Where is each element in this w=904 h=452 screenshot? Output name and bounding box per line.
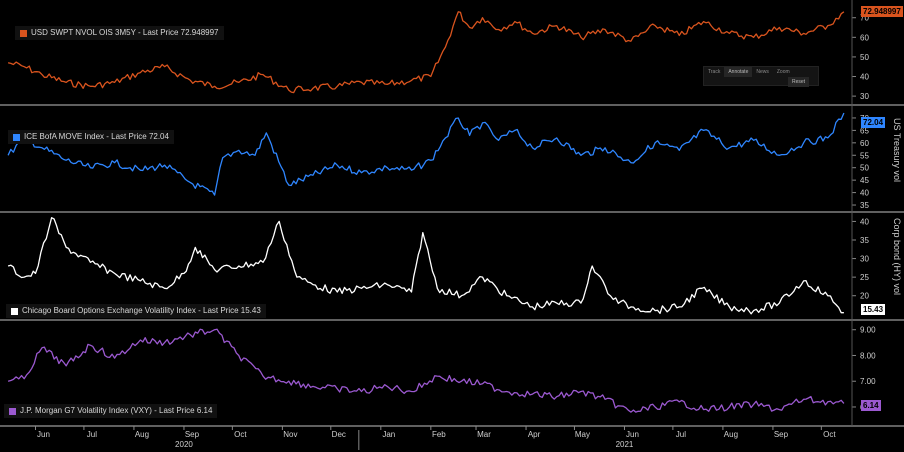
x-tick-label: May — [575, 430, 590, 439]
y-tick-label: 50 — [860, 164, 869, 173]
x-tick-label: Aug — [135, 430, 149, 439]
x-tick-label: Aug — [724, 430, 738, 439]
series-line — [7, 11, 845, 94]
chart-toolbar: Track Annotate News Zoom Reset — [703, 66, 819, 87]
y-tick-label: 20 — [860, 292, 869, 301]
legend-label: Chicago Board Options Exchange Volatilit… — [22, 306, 261, 315]
last-price-box-swaption: 72.948997 — [861, 6, 903, 17]
x-tick-label: Oct — [823, 430, 836, 439]
y-tick-label: 30 — [860, 92, 869, 101]
last-price-box-vix: 15.43 — [861, 304, 886, 315]
y-tick-label: 9.00 — [860, 326, 876, 335]
y-tick-label: 8.00 — [860, 351, 876, 360]
y-tick-label: 60 — [860, 139, 869, 148]
y-tick-label: 40 — [860, 189, 869, 198]
x-tick-label: Feb — [432, 430, 446, 439]
series-line — [7, 217, 844, 315]
y-tick-label: 70 — [860, 14, 869, 23]
toolbar-news-button[interactable]: News — [756, 69, 769, 75]
x-year-label: 2021 — [616, 440, 634, 449]
legend-vix: Chicago Board Options Exchange Volatilit… — [6, 304, 266, 318]
toolbar-reset-button[interactable]: Reset — [788, 77, 810, 87]
legend-label: ICE BofA MOVE Index - Last Price 72.04 — [24, 132, 169, 141]
y-tick-label: 55 — [860, 151, 869, 160]
series-line — [7, 112, 845, 196]
toolbar-zoom-button[interactable]: Zoom — [776, 69, 790, 75]
y-tick-label: 40 — [860, 217, 869, 226]
x-tick-label: Nov — [283, 430, 297, 439]
last-price-box-vxy: 6.14 — [861, 400, 881, 411]
y-tick-label: 45 — [860, 176, 869, 185]
series-line — [7, 328, 845, 413]
y-tick-label: 7.00 — [860, 377, 876, 386]
legend-swaption-vol: USD SWPT NVOL OIS 3M5Y - Last Price 72.9… — [15, 26, 224, 40]
x-tick-label: Jan — [382, 430, 395, 439]
x-tick-label: Oct — [234, 430, 247, 439]
legend-swatch-blue — [13, 133, 20, 141]
legend-swatch-orange — [20, 29, 27, 37]
last-price-box-move: 72.04 — [861, 117, 886, 128]
x-tick-label: Sep — [185, 430, 200, 439]
y-tick-label: 50 — [860, 53, 869, 62]
y-tick-label: 35 — [860, 236, 869, 245]
x-tick-label: Jun — [626, 430, 639, 439]
legend-label: USD SWPT NVOL OIS 3M5Y - Last Price 72.9… — [31, 28, 219, 37]
y-tick-label: 65 — [860, 126, 869, 135]
y-tick-label: 30 — [860, 255, 869, 264]
x-tick-label: Jul — [87, 430, 97, 439]
vertical-label-treasury-vol: US Treasury vol — [892, 118, 902, 183]
legend-move-index: ICE BofA MOVE Index - Last Price 72.04 — [8, 130, 174, 144]
x-year-label: 2020 — [175, 440, 193, 449]
y-tick-label: 60 — [860, 33, 869, 42]
legend-swatch-purple — [9, 407, 16, 415]
y-tick-label: 25 — [860, 273, 869, 282]
x-tick-label: Jul — [676, 430, 686, 439]
legend-label: J.P. Morgan G7 Volatility Index (VXY) - … — [20, 406, 213, 415]
vertical-label-corp-bond-vol: Corp bond (HY) vol — [892, 218, 902, 296]
x-tick-label: Dec — [332, 430, 346, 439]
x-tick-label: Jun — [37, 430, 50, 439]
toolbar-track-button[interactable]: Track — [708, 69, 721, 75]
x-tick-label: Sep — [774, 430, 789, 439]
x-tick-label: Apr — [528, 430, 541, 439]
y-tick-label: 35 — [860, 201, 869, 210]
legend-swatch-white — [11, 307, 18, 315]
x-tick-label: Mar — [477, 430, 491, 439]
toolbar-annotate-button[interactable]: Annotate — [724, 67, 753, 77]
legend-vxy: J.P. Morgan G7 Volatility Index (VXY) - … — [4, 404, 218, 418]
y-tick-label: 40 — [860, 73, 869, 82]
